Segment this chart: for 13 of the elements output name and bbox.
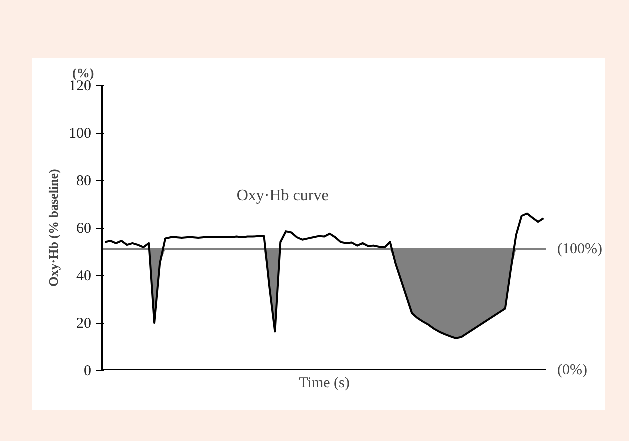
text: (%)	[72, 66, 94, 80]
text: (0%)	[558, 362, 588, 378]
y-tick-label: 100	[69, 126, 92, 142]
y-tick-label: 120	[69, 78, 92, 94]
y-tick-label: 60	[76, 221, 92, 237]
y-tick-label: 40	[76, 268, 92, 284]
series-label: Oxy·Hb curve	[236, 187, 329, 204]
text: (100%)	[558, 241, 602, 258]
y-tick-label: 0	[84, 364, 92, 380]
y-tick-label: 20	[76, 316, 92, 332]
y-axis-title: Oxy·Hb (% baseline)	[46, 169, 61, 287]
y-tick-label: 80	[76, 174, 92, 190]
x-axis-title: Time (s)	[299, 376, 350, 392]
